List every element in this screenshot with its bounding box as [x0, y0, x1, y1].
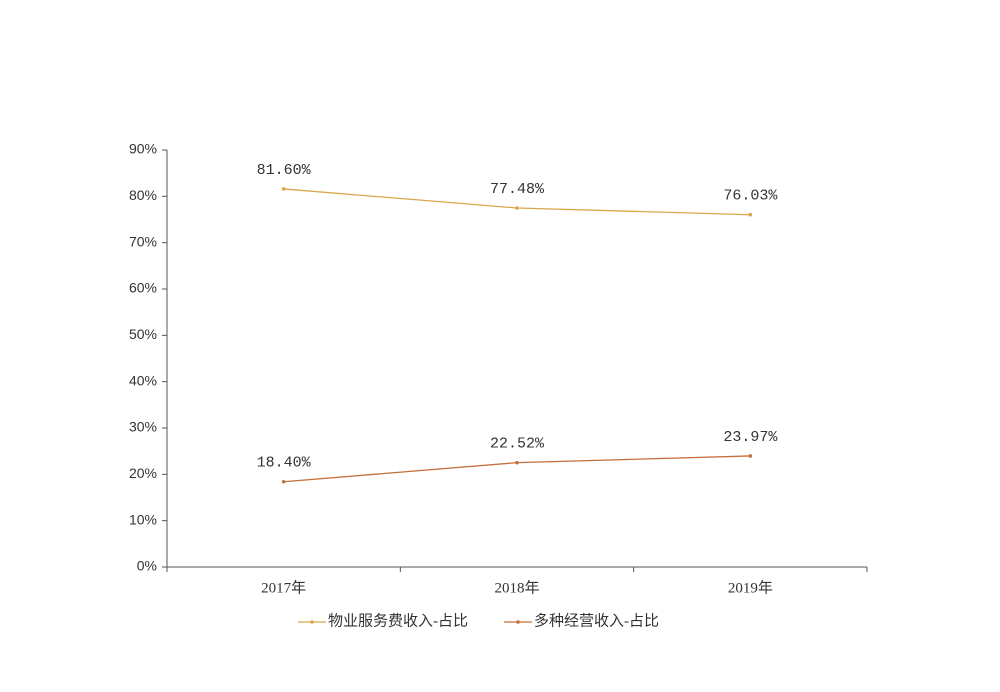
- legend-label: 多种经营收入-占比: [534, 612, 659, 629]
- data-point: [515, 206, 519, 210]
- data-label: 77.48%: [490, 181, 545, 198]
- data-label: 81.60%: [257, 162, 312, 179]
- data-label: 76.03%: [723, 188, 778, 205]
- legend-marker: [310, 620, 314, 624]
- y-tick-label: 60%: [129, 280, 157, 296]
- y-tick-label: 20%: [129, 465, 157, 481]
- y-tick-label: 10%: [129, 511, 157, 527]
- data-label: 18.40%: [257, 455, 312, 472]
- y-tick-label: 70%: [129, 233, 157, 249]
- legend-marker: [516, 620, 520, 624]
- y-tick-label: 50%: [129, 326, 157, 342]
- y-tick-label: 30%: [129, 419, 157, 435]
- y-tick-label: 90%: [129, 141, 157, 157]
- data-point: [748, 212, 753, 217]
- data-label: 23.97%: [723, 429, 778, 446]
- y-tick-label: 80%: [129, 187, 157, 203]
- series-line: [283, 455, 751, 483]
- data-label: 22.52%: [490, 436, 545, 453]
- x-tick-label: 2018年: [494, 579, 539, 596]
- y-tick-label: 40%: [129, 372, 157, 388]
- data-point: [281, 479, 286, 484]
- data-point: [748, 454, 753, 458]
- data-point: [515, 460, 519, 465]
- data-point: [281, 187, 286, 191]
- x-tick-label: 2019年: [728, 579, 773, 596]
- y-tick-label: 0%: [137, 558, 157, 574]
- legend-label: 物业服务费收入-占比: [328, 612, 468, 629]
- x-tick-label: 2017年: [261, 579, 306, 596]
